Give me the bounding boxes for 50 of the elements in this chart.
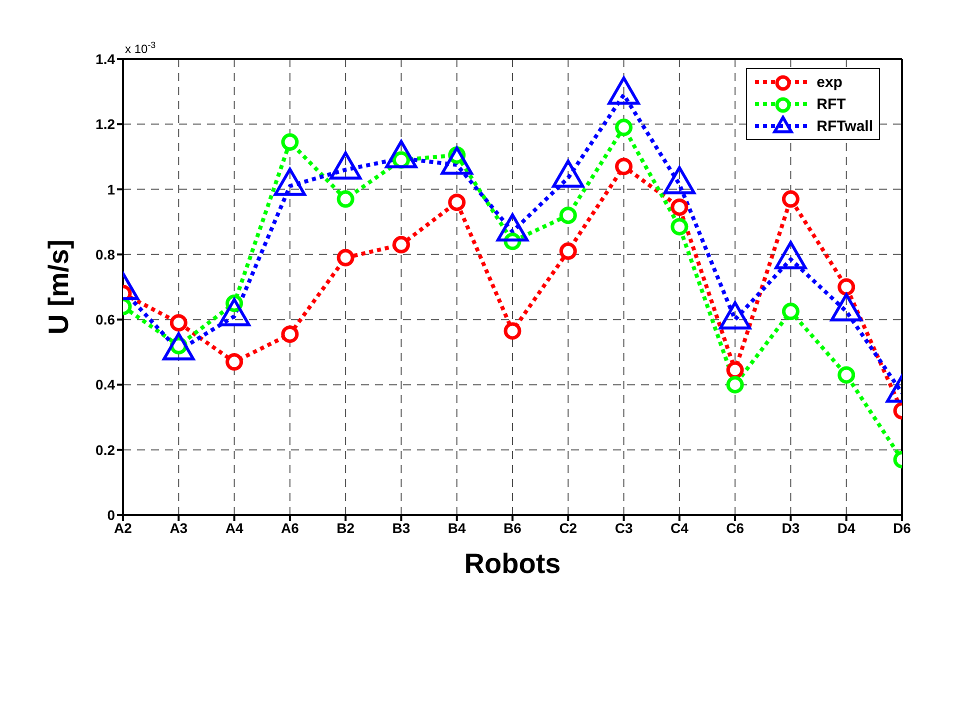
point [281, 133, 299, 151]
point [504, 322, 522, 340]
legend-label: RFTwall [816, 118, 873, 134]
y-tick-label: 0.6 [96, 312, 116, 328]
y-tick-label: 1.4 [96, 50, 116, 67]
legend-label: RFT [816, 96, 846, 112]
legend-label: exp [816, 74, 842, 90]
point [336, 248, 354, 266]
x-tick-label: B2 [336, 520, 355, 536]
x-tick-label: D6 [893, 520, 912, 536]
x-tick-label: B4 [448, 520, 466, 536]
x-tick-label: D3 [782, 520, 800, 536]
x-axis-title: Robots [464, 548, 561, 579]
y-tick-label: 1.2 [96, 116, 116, 132]
point [448, 194, 466, 212]
x-tick-label: C6 [726, 520, 744, 536]
point [559, 206, 577, 224]
point [670, 198, 688, 216]
point [281, 325, 299, 343]
y-tick-label: 0.8 [96, 246, 116, 262]
point [670, 218, 688, 236]
point [615, 118, 633, 136]
y-tick-label: 0.2 [96, 442, 116, 458]
point [726, 361, 744, 379]
point [782, 190, 800, 208]
y-axis-title: U [m/s] [42, 240, 74, 334]
y-tick-label: 0 [107, 506, 116, 523]
point [615, 158, 633, 176]
point [226, 353, 244, 371]
x-tick-label: C3 [614, 520, 633, 536]
x-tick-label: B3 [392, 520, 410, 536]
x-tick-label: A3 [170, 520, 188, 536]
x-tick-label: C2 [559, 520, 578, 536]
x-tick-label: A2 [114, 520, 132, 536]
point [782, 302, 800, 320]
x-tick-label: A6 [280, 520, 300, 536]
point [726, 376, 744, 394]
point [838, 278, 856, 296]
x-tick-label: B6 [504, 520, 522, 536]
point [336, 190, 354, 208]
x-tick-label: D4 [837, 520, 856, 536]
x-tick-label: C4 [670, 520, 689, 536]
text: x 10$^{-3}$ [125, 40, 156, 56]
point [170, 314, 188, 332]
x-tick-label: A4 [225, 520, 244, 536]
y-tick-label: 0.4 [96, 376, 116, 393]
point [559, 242, 577, 260]
y-tick-label: 1 [107, 181, 116, 198]
point [392, 236, 410, 254]
point [838, 366, 856, 384]
